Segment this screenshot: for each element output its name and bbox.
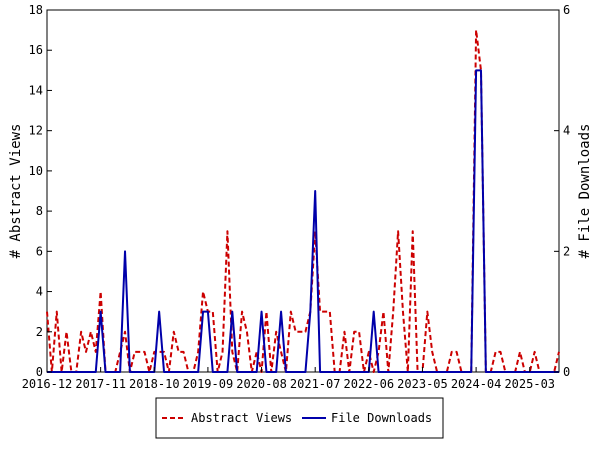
- x-tick-label: 2025-03: [504, 377, 555, 391]
- series-line-file-downloads: [47, 69, 559, 373]
- x-tick-label: 2018-10: [129, 377, 180, 391]
- x-tick-label: 2023-05: [397, 377, 448, 391]
- y-left-tick-label: 10: [29, 164, 43, 178]
- y-right-tick-label: 4: [563, 124, 570, 138]
- legend-label-file-downloads: File Downloads: [331, 411, 432, 425]
- y-left-tick-label: 12: [29, 124, 43, 138]
- series-layer: [46, 29, 560, 373]
- y-left-tick-label: 8: [36, 204, 43, 218]
- y-right-tick-label: 0: [563, 365, 570, 379]
- x-tick-label: 2022-06: [344, 377, 395, 391]
- y-left-tick-label: 14: [29, 83, 43, 97]
- y-left-tick-label: 4: [36, 285, 43, 299]
- y-left-tick-label: 0: [36, 365, 43, 379]
- axes-layer: 0 2 4 6 8 10 12 14 16 18 0 2 4 6 2016-12 2017-11 2018-10…: [22, 3, 571, 391]
- x-tick-label: 2020-08: [236, 377, 287, 391]
- x-tick-label: 2021-07: [290, 377, 341, 391]
- x-tick-label: 2016-12: [22, 377, 73, 391]
- legend-box: [155, 397, 444, 439]
- x-tick-label: 2019-09: [183, 377, 234, 391]
- x-tick-label: 2024-04: [451, 377, 502, 391]
- y-axis-left-label: # Abstract Views: [8, 124, 24, 259]
- y-right-tick-label: 2: [563, 244, 570, 258]
- y-right-tick-label: 6: [563, 3, 570, 17]
- y-left-tick-label: 16: [29, 43, 43, 57]
- legend-label-abstract-views: Abstract Views: [191, 411, 292, 425]
- x-tick-label: 2017-11: [75, 377, 126, 391]
- y-left-tick-label: 6: [36, 244, 43, 258]
- y-left-tick-label: 2: [36, 325, 43, 339]
- legend: Abstract Views File Downloads: [155, 397, 444, 439]
- y-left-tick-label: 18: [29, 3, 43, 17]
- y-axis-right-label: # File Downloads: [577, 124, 593, 259]
